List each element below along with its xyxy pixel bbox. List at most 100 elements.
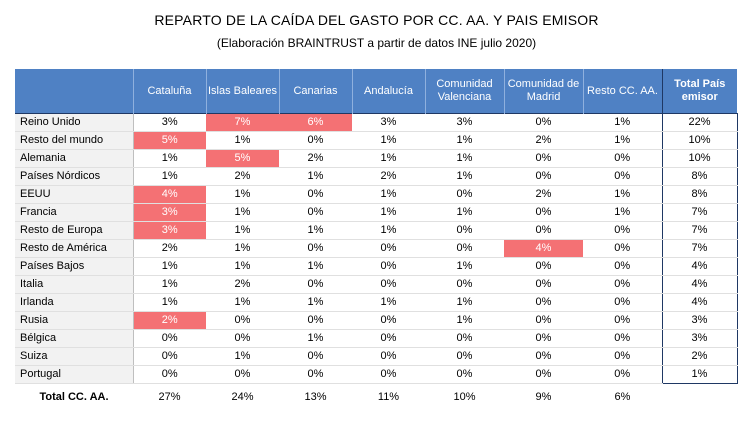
value-cell: 0% bbox=[504, 257, 583, 276]
value-cell: 2% bbox=[504, 185, 583, 204]
value-cell: 1% bbox=[352, 185, 425, 204]
value-cell: 1% bbox=[133, 167, 206, 186]
table-row: Bélgica 0% 0% 1% 0% 0% 0% 0% 3% bbox=[15, 329, 738, 348]
value-cell: 3% bbox=[133, 221, 206, 240]
value-cell: 1% bbox=[425, 167, 504, 186]
value-cell: 1% bbox=[425, 311, 504, 330]
column-header: Resto CC. AA. bbox=[582, 69, 662, 114]
row-label: Países Bajos bbox=[15, 257, 134, 276]
value-cell: 0% bbox=[133, 347, 206, 366]
table-row: Irlanda 1% 1% 1% 1% 1% 0% 0% 4% bbox=[15, 293, 738, 312]
total-country-cell: 3% bbox=[661, 329, 738, 348]
value-cell: 0% bbox=[583, 149, 662, 168]
value-cell: 2% bbox=[133, 311, 206, 330]
value-cell: 0% bbox=[279, 347, 352, 366]
value-cell: 1% bbox=[583, 185, 662, 204]
value-cell: 0% bbox=[504, 347, 583, 366]
table-row: Italia 1% 2% 0% 0% 0% 0% 0% 4% bbox=[15, 275, 738, 294]
row-label: Resto de Europa bbox=[15, 221, 134, 240]
table-row: Resto de Europa 3% 1% 1% 1% 0% 0% 0% 7% bbox=[15, 221, 738, 240]
value-cell: 0% bbox=[583, 221, 662, 240]
value-cell: 1% bbox=[133, 275, 206, 294]
value-cell: 0% bbox=[425, 275, 504, 294]
header-corner bbox=[15, 69, 133, 114]
value-cell: 1% bbox=[279, 293, 352, 312]
value-cell: 0% bbox=[352, 329, 425, 348]
value-cell: 1% bbox=[352, 221, 425, 240]
table-row: Resto del mundo 5% 1% 0% 1% 1% 2% 1% 10% bbox=[15, 131, 738, 150]
total-cell: 27% bbox=[133, 383, 206, 410]
header-row: Cataluña Islas Baleares Canarias Andaluc… bbox=[15, 69, 737, 114]
value-cell: 1% bbox=[279, 329, 352, 348]
total-country-cell: 7% bbox=[661, 239, 738, 258]
total-country-cell: 8% bbox=[661, 185, 738, 204]
column-header: Canarias bbox=[278, 69, 352, 114]
value-cell: 0% bbox=[352, 365, 425, 384]
value-cell: 1% bbox=[352, 131, 425, 150]
value-cell: 2% bbox=[206, 275, 279, 294]
value-cell: 7% bbox=[206, 113, 279, 132]
row-label: Rusia bbox=[15, 311, 134, 330]
column-header-total: Total País emisor bbox=[661, 69, 737, 114]
value-cell: 1% bbox=[133, 257, 206, 276]
table-title: REPARTO DE LA CAÍDA DEL GASTO POR CC. AA… bbox=[154, 12, 599, 28]
table-row: Resto de América 2% 1% 0% 0% 0% 4% 0% 7% bbox=[15, 239, 738, 258]
total-country-cell: 8% bbox=[661, 167, 738, 186]
total-country-cell: 4% bbox=[661, 257, 738, 276]
value-cell: 0% bbox=[425, 329, 504, 348]
total-row-label: Total CC. AA. bbox=[15, 383, 133, 410]
table-row: Francia 3% 1% 0% 1% 1% 0% 1% 7% bbox=[15, 203, 738, 222]
value-cell: 0% bbox=[352, 275, 425, 294]
table-row: EEUU 4% 1% 0% 1% 0% 2% 1% 8% bbox=[15, 185, 738, 204]
value-cell: 0% bbox=[206, 311, 279, 330]
value-cell: 0% bbox=[425, 239, 504, 258]
table-row: Países Nórdicos 1% 2% 1% 2% 1% 0% 0% 8% bbox=[15, 167, 738, 186]
total-country-cell: 4% bbox=[661, 293, 738, 312]
value-cell: 0% bbox=[425, 221, 504, 240]
table-row: Países Bajos 1% 1% 1% 0% 1% 0% 0% 4% bbox=[15, 257, 738, 276]
row-label: Italia bbox=[15, 275, 134, 294]
total-country-cell: 4% bbox=[661, 275, 738, 294]
value-cell: 6% bbox=[279, 113, 352, 132]
value-cell: 0% bbox=[133, 365, 206, 384]
row-label: Irlanda bbox=[15, 293, 134, 312]
total-country-cell: 7% bbox=[661, 203, 738, 222]
value-cell: 1% bbox=[583, 203, 662, 222]
value-cell: 1% bbox=[425, 131, 504, 150]
value-cell: 3% bbox=[425, 113, 504, 132]
row-label: Reino Unido bbox=[15, 113, 134, 132]
total-country-cell: 3% bbox=[661, 311, 738, 330]
value-cell: 0% bbox=[504, 311, 583, 330]
row-label: Alemania bbox=[15, 149, 134, 168]
row-label: EEUU bbox=[15, 185, 134, 204]
value-cell: 0% bbox=[425, 365, 504, 384]
value-cell: 1% bbox=[425, 257, 504, 276]
value-cell: 0% bbox=[504, 149, 583, 168]
value-cell: 1% bbox=[206, 347, 279, 366]
column-header: Comunidad Valenciana bbox=[424, 69, 504, 114]
row-label: Países Nórdicos bbox=[15, 167, 134, 186]
table-row: Portugal 0% 0% 0% 0% 0% 0% 0% 1% bbox=[15, 365, 738, 384]
value-cell: 0% bbox=[279, 239, 352, 258]
column-header: Islas Baleares bbox=[205, 69, 279, 114]
column-header: Andalucía bbox=[351, 69, 425, 114]
total-cell: 24% bbox=[206, 383, 279, 410]
value-cell: 1% bbox=[206, 221, 279, 240]
value-cell: 1% bbox=[279, 257, 352, 276]
row-label: Suiza bbox=[15, 347, 134, 366]
value-cell: 0% bbox=[504, 113, 583, 132]
table-row: Alemania 1% 5% 2% 1% 1% 0% 0% 10% bbox=[15, 149, 738, 168]
value-cell: 0% bbox=[352, 257, 425, 276]
value-cell: 0% bbox=[504, 365, 583, 384]
value-cell: 1% bbox=[279, 221, 352, 240]
row-label: Resto de América bbox=[15, 239, 134, 258]
value-cell: 0% bbox=[583, 257, 662, 276]
value-cell: 0% bbox=[583, 329, 662, 348]
value-cell: 1% bbox=[206, 239, 279, 258]
value-cell: 1% bbox=[352, 293, 425, 312]
value-cell: 0% bbox=[504, 203, 583, 222]
column-header: Comunidad de Madrid bbox=[503, 69, 583, 114]
value-cell: 5% bbox=[133, 131, 206, 150]
table-subtitle: (Elaboración BRAINTRUST a partir de dato… bbox=[216, 36, 537, 50]
row-label: Francia bbox=[15, 203, 134, 222]
